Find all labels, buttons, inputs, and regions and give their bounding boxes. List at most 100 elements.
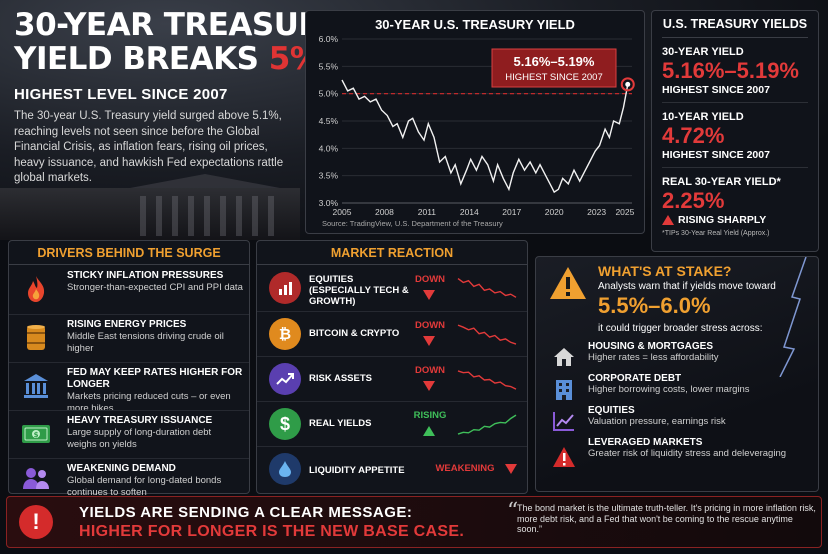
market-row: ₿ BITCOIN & CRYPTO DOWN <box>257 311 527 355</box>
driver-desc: Large supply of long-duration debt weigh… <box>67 427 212 450</box>
warning-icon <box>550 443 578 471</box>
market-label: BITCOIN & CRYPTO <box>309 328 400 339</box>
bitcoin-icon: ₿ <box>269 318 301 350</box>
chart-y-tick-label: 4.0% <box>319 143 339 153</box>
treasury-yields-card: U.S. TREASURY YIELDS 30-YEAR YIELD 5.16%… <box>651 10 819 252</box>
quote-mark-icon: “ <box>507 499 519 524</box>
drivers-card: DRIVERS BEHIND THE SURGE STICKY INFLATIO… <box>8 240 250 498</box>
market-label: EQUITIES (ESPECIALLY TECH & GROWTH) <box>309 274 409 307</box>
chart-x-tick-label: 2023 <box>587 207 606 217</box>
arrow-down-icon <box>423 336 435 346</box>
driver-title: HEAVY TREASURY ISSUANCE <box>67 415 213 426</box>
stake-item: HOUSING & MORTGAGES Higher rates = less … <box>536 341 818 377</box>
arrow-down-icon <box>423 290 435 300</box>
market-label: LIQUIDITY APPETITE <box>309 465 405 476</box>
warning-triangle-icon <box>550 267 586 299</box>
headline-intro: The 30-year U.S. Treasury yield surged a… <box>14 110 284 184</box>
banner-quote: The bond market is the ultimate truth-te… <box>517 503 816 534</box>
chart-y-tick-label: 5.0% <box>319 89 339 99</box>
headline-line-1: 30-YEAR TREASURY <box>14 7 343 43</box>
chart-callout-box <box>491 48 617 88</box>
driver-desc: Markets pricing reduced cuts – or even m… <box>67 391 231 414</box>
headline-block: 30-YEAR TREASURY YIELD BREAKS 5% HIGHEST… <box>14 7 343 187</box>
yield-item-real: REAL 30-YEAR YIELD* 2.25% RISING SHARPLY <box>662 176 808 226</box>
stake-head: CORPORATE DEBT <box>588 373 682 384</box>
triangle-up-icon <box>662 215 674 225</box>
chart-x-tick-label: 2020 <box>545 207 564 217</box>
market-status: WEAKENING <box>435 463 495 474</box>
divider <box>662 102 808 103</box>
yield-label: 10-YEAR YIELD <box>662 111 744 123</box>
chart-x-tick-label: 2017 <box>502 207 521 217</box>
stakes-sub1: Analysts warn that if yields move toward <box>598 281 776 292</box>
chart-latest-point-ring <box>620 77 635 92</box>
yield-chart-card: 6.0% 5.5% 5.0% 4.5% 4.0% 3.5% 3.0% 2005 2008 2011… <box>305 10 645 234</box>
yield-sub: HIGHEST SINCE 2007 <box>662 149 770 161</box>
chart-x-tick-label: 2025 <box>615 207 634 217</box>
yield-sub: RISING SHARPLY <box>678 214 767 226</box>
stakes-sub2: it could trigger broader stress across: <box>598 323 763 334</box>
chart-series-line <box>341 79 629 194</box>
chart-callout-value: 5.16%–5.19% <box>514 54 595 69</box>
sparkline-path <box>457 370 517 390</box>
headline-line-2-prefix: YIELD BREAKS <box>14 41 269 77</box>
chart-x-tick-label: 2005 <box>333 207 352 217</box>
yield-chart: 6.0% 5.5% 5.0% 4.5% 4.0% 3.5% 3.0%2005 2008 2011… <box>319 34 635 217</box>
driver-item: FED MAY KEEP RATES HIGHER FOR LONGER Mar… <box>9 362 249 414</box>
chart-y-tick-label: 4.5% <box>319 116 339 126</box>
stake-item: LEVERAGED MARKETS Greater risk of liquid… <box>536 437 818 485</box>
market-row: LIQUIDITY APPETITE WEAKENING <box>257 446 527 494</box>
market-status: DOWN <box>414 320 446 331</box>
driver-title: WEAKENING DEMAND <box>67 463 176 474</box>
chart-y-tick-label: 5.5% <box>319 61 339 71</box>
yield-label: 30-YEAR YIELD <box>662 46 744 58</box>
stake-head: LEVERAGED MARKETS <box>588 437 703 448</box>
stakes-title: WHAT'S AT STAKE? <box>598 263 732 279</box>
market-label: REAL YIELDS <box>309 418 372 429</box>
market-sparkline <box>457 414 517 435</box>
yield-sub: HIGHEST SINCE 2007 <box>662 84 770 96</box>
yield-value: 5.16%–5.19% <box>662 58 799 83</box>
market-title: MARKET REACTION <box>257 241 527 265</box>
arrow-down-icon <box>423 381 435 391</box>
chart-y-tick-label: 3.5% <box>319 171 339 181</box>
chart-source: Source: TradingView, U.S. Department of … <box>322 219 503 228</box>
stake-head: EQUITIES <box>588 405 635 416</box>
yield-value: 2.25% <box>662 188 725 213</box>
yield-item-30y: 30-YEAR YIELD 5.16%–5.19% HIGHEST SINCE … <box>662 46 808 96</box>
headline-subhead: HIGHEST LEVEL SINCE 2007 <box>14 86 228 103</box>
driver-title: STICKY INFLATION PRESSURES <box>67 270 224 281</box>
driver-title: RISING ENERGY PRICES <box>67 319 187 330</box>
stake-item: EQUITIES Valuation pressure, earnings ri… <box>536 405 818 441</box>
stake-desc: Higher rates = less affordability <box>588 352 719 363</box>
chart-title: 30-YEAR U.S. TREASURY YIELD <box>375 17 575 32</box>
sparkline-path <box>457 324 517 345</box>
market-sparkline <box>457 370 517 390</box>
driver-item: $ HEAVY TREASURY ISSUANCE Large supply o… <box>9 410 249 458</box>
yields-title: U.S. TREASURY YIELDS <box>662 17 808 38</box>
oil-barrel-icon <box>19 323 53 353</box>
driver-item: WEAKENING DEMAND Global demand for long-… <box>9 458 249 498</box>
driver-title: FED MAY KEEP RATES HIGHER FOR LONGER <box>67 367 243 390</box>
yield-label: REAL 30-YEAR YIELD* <box>662 176 781 188</box>
arrow-down-icon <box>505 464 517 474</box>
cash-icon: $ <box>19 419 53 449</box>
banner-line-1: YIELDS ARE SENDING A CLEAR MESSAGE: <box>79 504 413 521</box>
chart-x-tick-label: 2014 <box>460 207 479 217</box>
treasury-building-silhouette <box>0 188 300 240</box>
stakes-threshold: 5.5%–6.0% <box>598 293 711 318</box>
market-status: DOWN <box>414 365 446 376</box>
stake-desc: Valuation pressure, earnings risk <box>588 416 726 427</box>
market-sparkline <box>457 278 517 298</box>
sparkline-path <box>457 414 517 435</box>
exclamation-icon: ! <box>19 505 53 539</box>
arrow-up-icon <box>423 426 435 436</box>
dollar-icon: $ <box>269 408 301 440</box>
people-icon <box>19 463 53 493</box>
banner-line-2: HIGHER FOR LONGER IS THE NEW BASE CASE. <box>79 523 465 540</box>
stake-desc: Greater risk of liquidity stress and del… <box>588 448 787 459</box>
yield-item-10y: 10-YEAR YIELD 4.72% HIGHEST SINCE 2007 <box>662 111 808 161</box>
driver-desc: Global demand for long-dated bonds conti… <box>67 475 222 498</box>
market-status: DOWN <box>414 274 446 285</box>
bottom-banner: ! YIELDS ARE SENDING A CLEAR MESSAGE: HI… <box>6 496 822 548</box>
